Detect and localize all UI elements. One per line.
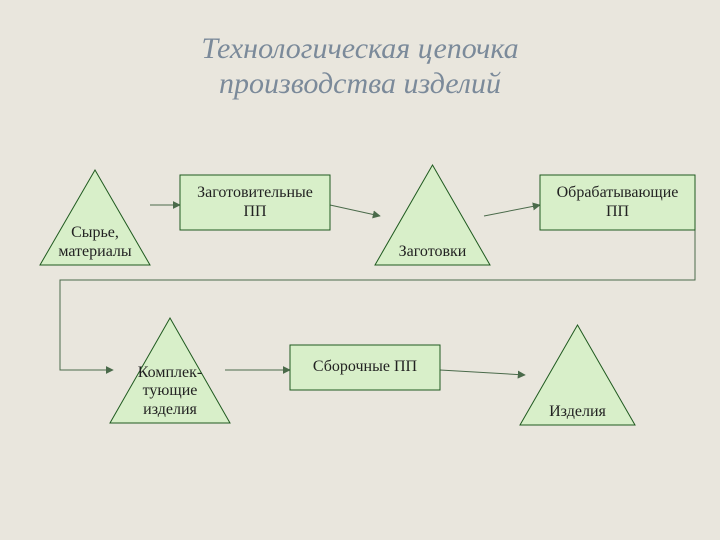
node-label-n5: Комплек- тующие изделия xyxy=(100,364,240,419)
edge-n3-n4 xyxy=(484,205,540,216)
node-label-n6: Сборочные ПП xyxy=(290,345,440,390)
title-line2: производства изделий xyxy=(219,67,501,100)
edge-n2-n3 xyxy=(330,205,380,216)
node-label-n3: Заготовки xyxy=(365,243,500,261)
node-label-n1: Сырье, материалы xyxy=(30,224,160,261)
node-label-n4: Обрабатывающие ПП xyxy=(540,175,695,230)
edge-n6-n7 xyxy=(440,370,525,375)
page-title: Технологическая цепочка производства изд… xyxy=(0,32,720,101)
node-label-n2: Заготовительные ПП xyxy=(180,175,330,230)
title-line1: Технологическая цепочка xyxy=(201,32,518,65)
node-label-n7: Изделия xyxy=(510,403,645,421)
